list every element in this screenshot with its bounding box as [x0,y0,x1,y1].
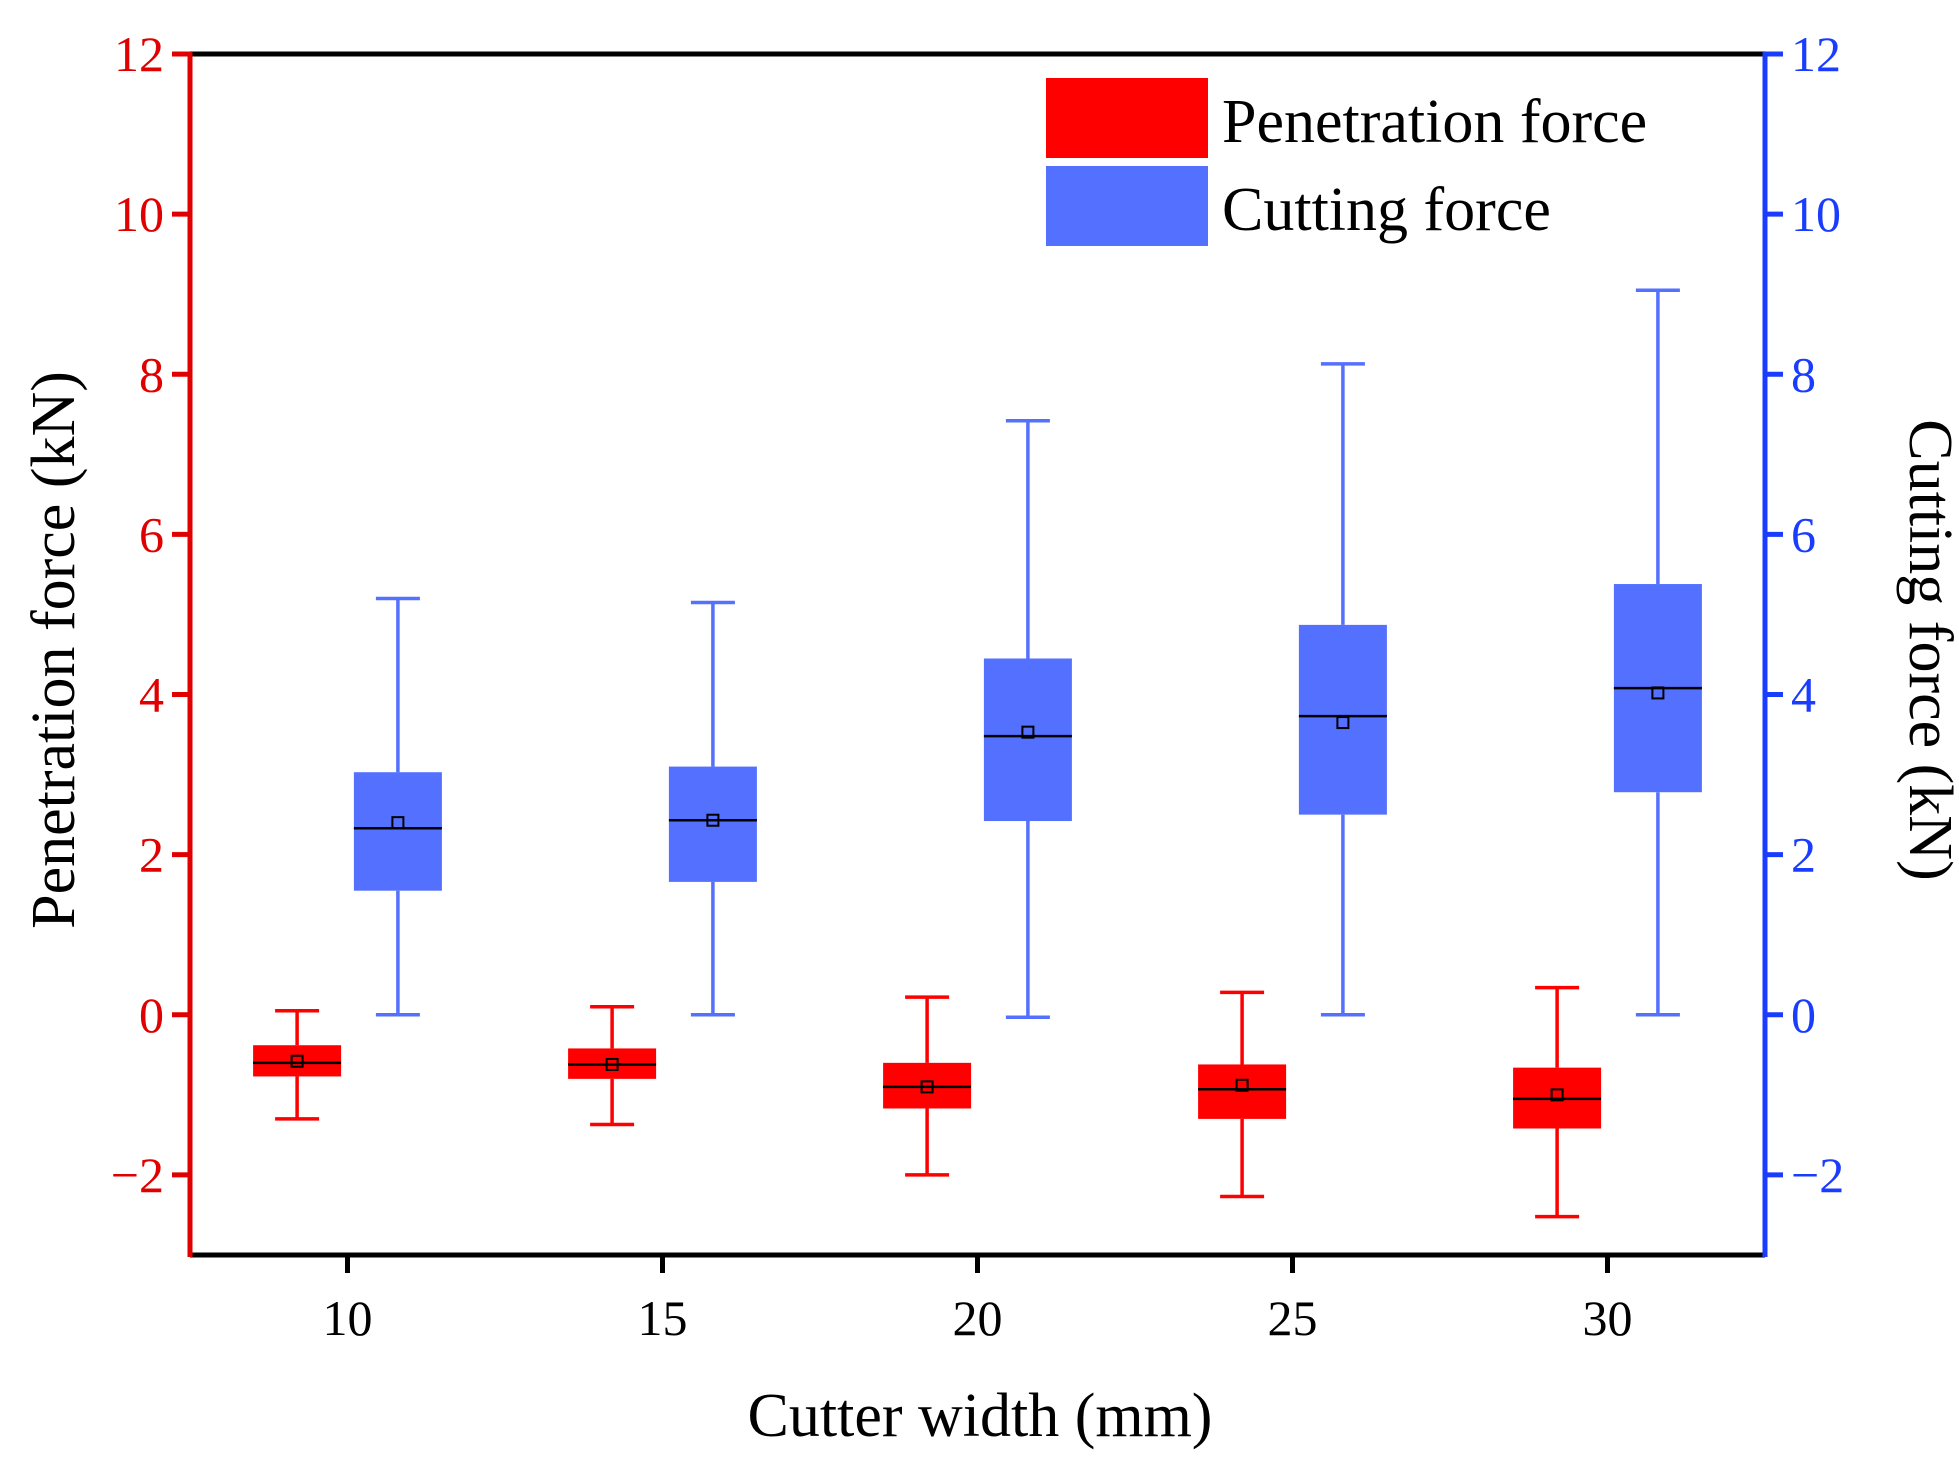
cutting-mean-marker [1336,716,1350,730]
penetration-mean-marker [920,1080,934,1094]
y-tick-label-left: 8 [139,346,164,402]
y-tick-label-right: 2 [1791,827,1816,883]
y-tick-label-right: 8 [1791,346,1816,402]
cutting-box [668,766,757,882]
penetration-mean-marker [605,1057,619,1071]
y-tick-label-right: 10 [1791,186,1841,242]
legend-label-penetration: Penetration force [1222,88,1647,156]
cutting-box [1298,624,1387,815]
x-tick-label: 15 [638,1290,688,1346]
y-axis-title-right: Cutting force (kN) [1896,419,1959,880]
y-tick-label-left: 0 [139,987,164,1043]
legend-swatch-penetration [1046,78,1208,158]
x-tick-label: 20 [953,1290,1003,1346]
y-tick-label-left: 6 [139,506,164,562]
y-tick-label-left: 2 [139,827,164,883]
plot-area: −2 −2 0 0 2 2 4 4 6 6 8 8 10 10 12 12 10 15 20 25 30 [111,26,1844,1346]
y-tick-label-right: 0 [1791,987,1816,1043]
cutting-mean-marker [391,816,405,830]
y-tick-label-left: 4 [139,667,164,723]
legend: Penetration force Cutting force [1046,78,1647,246]
x-tick-label: 30 [1583,1290,1633,1346]
x-axis-title: Cutter width (mm) [748,1382,1213,1450]
y-tick-label-left: −2 [111,1147,164,1203]
penetration-mean-marker [1235,1078,1249,1092]
y-tick-label-left: 12 [114,26,164,82]
x-tick-label: 10 [323,1290,373,1346]
penetration-mean-marker [1550,1088,1564,1102]
cutting-mean-marker [1651,686,1665,700]
penetration-box [253,1045,342,1077]
cutting-mean-marker [706,813,720,827]
legend-label-cutting: Cutting force [1222,176,1551,244]
cutting-box [983,658,1072,822]
cutting-box [353,772,442,891]
y-tick-label-right: 12 [1791,26,1841,82]
legend-swatch-cutting [1046,166,1208,246]
y-tick-label-right: 6 [1791,506,1816,562]
y-tick-label-right: 4 [1791,667,1816,723]
y-tick-label-left: 10 [114,186,164,242]
y-tick-label-right: −2 [1791,1147,1844,1203]
cutting-mean-marker [1021,725,1035,739]
y-axis-title-left: Penetration force (kN) [20,371,88,929]
x-tick-label: 25 [1268,1290,1318,1346]
penetration-mean-marker [290,1054,304,1068]
